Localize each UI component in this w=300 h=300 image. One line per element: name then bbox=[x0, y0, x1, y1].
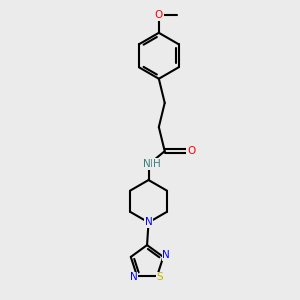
Text: H: H bbox=[153, 159, 160, 169]
Text: O: O bbox=[155, 10, 163, 20]
Text: H: H bbox=[145, 159, 152, 170]
Text: O: O bbox=[187, 146, 195, 156]
Text: N: N bbox=[162, 250, 170, 260]
Text: N: N bbox=[143, 159, 151, 169]
Text: N: N bbox=[130, 272, 137, 283]
Text: S: S bbox=[157, 272, 164, 283]
Text: N: N bbox=[145, 218, 152, 227]
